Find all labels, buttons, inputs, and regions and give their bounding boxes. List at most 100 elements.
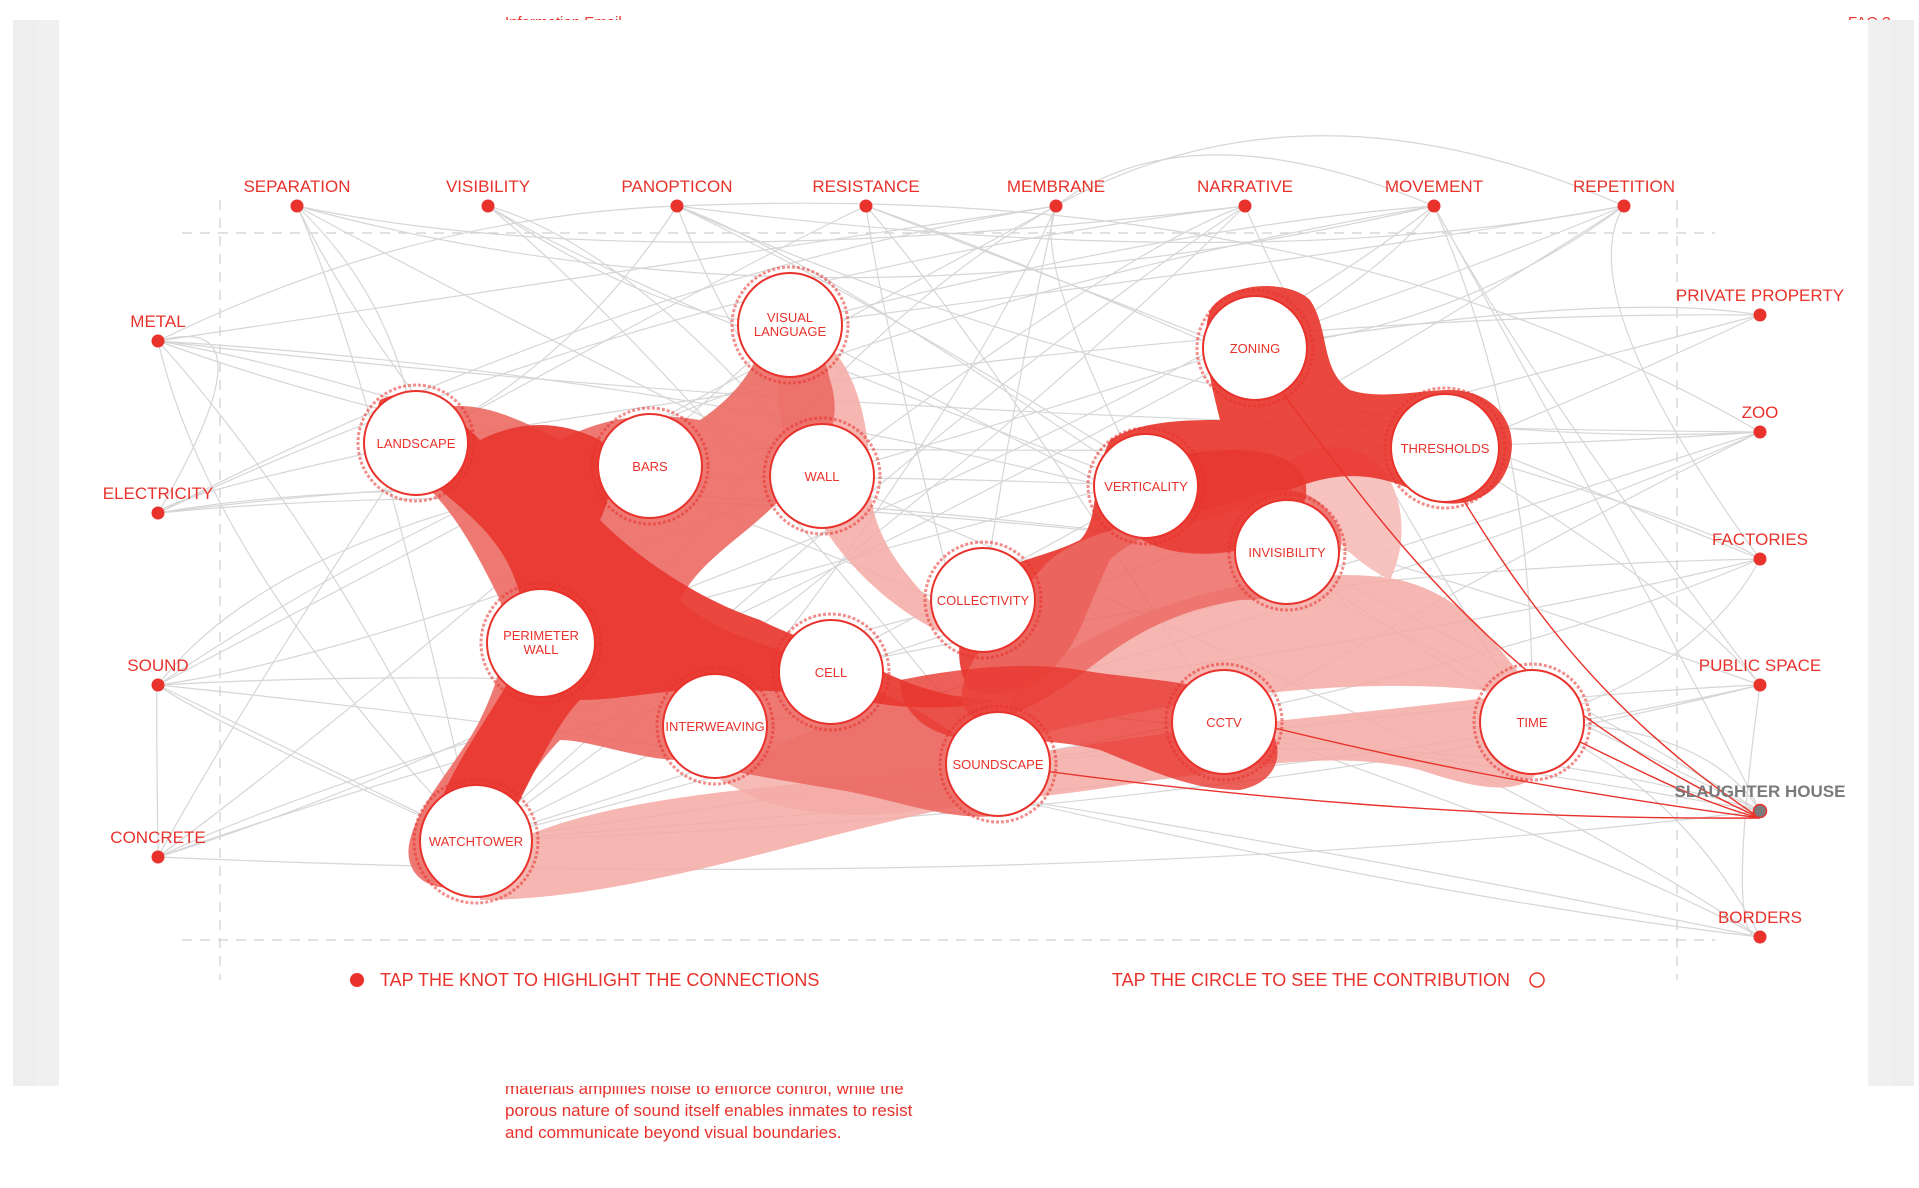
term-dot[interactable] <box>1617 199 1631 213</box>
connection-line <box>540 205 1435 644</box>
term-dot[interactable] <box>1753 308 1767 322</box>
term-dot[interactable] <box>859 199 873 213</box>
connection-line <box>157 442 417 514</box>
knot-label: INTERWEAVING <box>665 719 764 734</box>
knot-circle[interactable] <box>419 784 533 898</box>
knot-label: LANDSCAPE <box>377 436 456 451</box>
connection-line <box>487 205 999 765</box>
knot-label: WALL <box>805 469 840 484</box>
knot-circle[interactable] <box>769 423 875 529</box>
term-zoo[interactable]: ZOO <box>1742 403 1779 439</box>
knot-circle[interactable] <box>486 588 596 698</box>
knot-time[interactable]: TIME <box>1472 662 1592 782</box>
term-narrative[interactable]: NARRATIVE <box>1197 177 1293 213</box>
term-private-property[interactable]: PRIVATE PROPERTY <box>1676 286 1844 322</box>
term-dot[interactable] <box>1753 930 1767 944</box>
term-label: PANOPTICON <box>621 177 732 196</box>
term-factories[interactable]: FACTORIES <box>1712 530 1808 566</box>
knot-landscape[interactable]: LANDSCAPE <box>356 383 476 503</box>
term-dot[interactable] <box>151 506 165 520</box>
hint-knot-text: TAP THE KNOT TO HIGHLIGHT THE CONNECTION… <box>380 970 819 990</box>
term-dot[interactable] <box>481 199 495 213</box>
connection-line <box>1741 684 1761 938</box>
knot-label: VISUAL LANGUAGE <box>754 310 827 339</box>
term-dot[interactable] <box>1753 552 1767 566</box>
term-dot[interactable] <box>151 678 165 692</box>
connection-line <box>296 205 1435 279</box>
knot-circle[interactable] <box>597 413 703 519</box>
knot-bars[interactable]: BARS <box>590 406 710 526</box>
knot-circle[interactable] <box>737 272 843 378</box>
knot-circle[interactable] <box>1093 433 1199 539</box>
term-dot[interactable] <box>151 850 165 864</box>
term-panopticon[interactable]: PANOPTICON <box>621 177 733 213</box>
knot-ring <box>412 777 540 905</box>
knot-soundscape[interactable]: SOUNDSCAPE <box>938 704 1058 824</box>
connection-line <box>157 810 1761 871</box>
connection-line <box>1050 205 1147 487</box>
term-dot[interactable] <box>1753 425 1767 439</box>
knot-label: PERIMETER WALL <box>503 628 579 657</box>
modal-edge-left <box>35 20 59 1086</box>
knot-label: ZONING <box>1230 341 1281 356</box>
term-slaughter-house[interactable]: SLAUGHTER HOUSE <box>1675 782 1846 819</box>
knot-circle[interactable] <box>1202 295 1308 401</box>
connection-line <box>676 205 1625 244</box>
term-dot[interactable] <box>1427 199 1441 213</box>
term-dot[interactable] <box>151 334 165 348</box>
term-membrane[interactable]: MEMBRANE <box>1007 177 1105 213</box>
connection-line <box>1444 447 1761 686</box>
term-label: PUBLIC SPACE <box>1699 656 1822 675</box>
connection-line <box>1055 135 1625 207</box>
knot-verticality[interactable]: VERTICALITY <box>1086 426 1206 546</box>
knot-circle[interactable] <box>930 547 1036 653</box>
knot-thresholds[interactable]: THRESHOLDS <box>1383 386 1507 510</box>
term-separation[interactable]: SEPARATION <box>243 177 351 213</box>
knot-cell[interactable]: CELL <box>771 612 891 732</box>
knot-label: INVISIBILITY <box>1248 545 1326 560</box>
knot-zoning[interactable]: ZONING <box>1195 288 1315 408</box>
knot-circle[interactable] <box>1234 499 1340 605</box>
term-dot[interactable] <box>290 199 304 213</box>
knot-label: COLLECTIVITY <box>937 593 1030 608</box>
term-metal[interactable]: METAL <box>130 312 186 348</box>
term-public-space[interactable]: PUBLIC SPACE <box>1699 656 1822 692</box>
knot-circle[interactable] <box>363 390 469 496</box>
knot-perimeter-wall[interactable]: PERIMETER WALL <box>479 581 603 705</box>
connection-line <box>415 205 867 444</box>
term-movement[interactable]: MOVEMENT <box>1385 177 1483 213</box>
term-borders[interactable]: BORDERS <box>1718 908 1802 944</box>
connection-line <box>157 340 1761 686</box>
connection-line <box>157 205 1246 514</box>
knot-circle[interactable] <box>1171 669 1277 775</box>
knot-interweaving[interactable]: INTERWEAVING <box>655 666 775 786</box>
term-repetition[interactable]: REPETITION <box>1573 177 1675 213</box>
term-dot[interactable] <box>670 199 684 213</box>
connection-line <box>1254 306 1761 349</box>
term-dot[interactable] <box>1753 678 1767 692</box>
knot-circle[interactable] <box>945 711 1051 817</box>
connection-line <box>157 684 477 842</box>
term-dot[interactable] <box>1049 199 1063 213</box>
knot-circle[interactable] <box>662 673 768 779</box>
diagram-frame <box>182 200 1715 980</box>
term-sound[interactable]: SOUND <box>127 656 189 692</box>
term-dot[interactable] <box>1238 199 1252 213</box>
knot-wall[interactable]: WALL <box>762 416 882 536</box>
knot-collectivity[interactable]: COLLECTIVITY <box>923 540 1043 660</box>
knot-watchtower[interactable]: WATCHTOWER <box>412 777 540 905</box>
knot-visual-language[interactable]: VISUAL LANGUAGE <box>730 265 850 385</box>
term-resistance[interactable]: RESISTANCE <box>812 177 920 213</box>
term-dot[interactable] <box>1752 803 1768 819</box>
knot-circle[interactable] <box>778 619 884 725</box>
term-label: BORDERS <box>1718 908 1802 927</box>
knot-circle[interactable] <box>1390 393 1500 503</box>
term-concrete[interactable]: CONCRETE <box>110 828 206 864</box>
term-label: METAL <box>130 312 185 331</box>
knot-cctv[interactable]: CCTV <box>1164 662 1284 782</box>
knot-circle[interactable] <box>1479 669 1585 775</box>
term-visibility[interactable]: VISIBILITY <box>446 177 530 213</box>
knot-ring <box>1383 386 1507 510</box>
term-electricity[interactable]: ELECTRICITY <box>103 484 214 520</box>
knot-invisibility[interactable]: INVISIBILITY <box>1227 492 1347 612</box>
